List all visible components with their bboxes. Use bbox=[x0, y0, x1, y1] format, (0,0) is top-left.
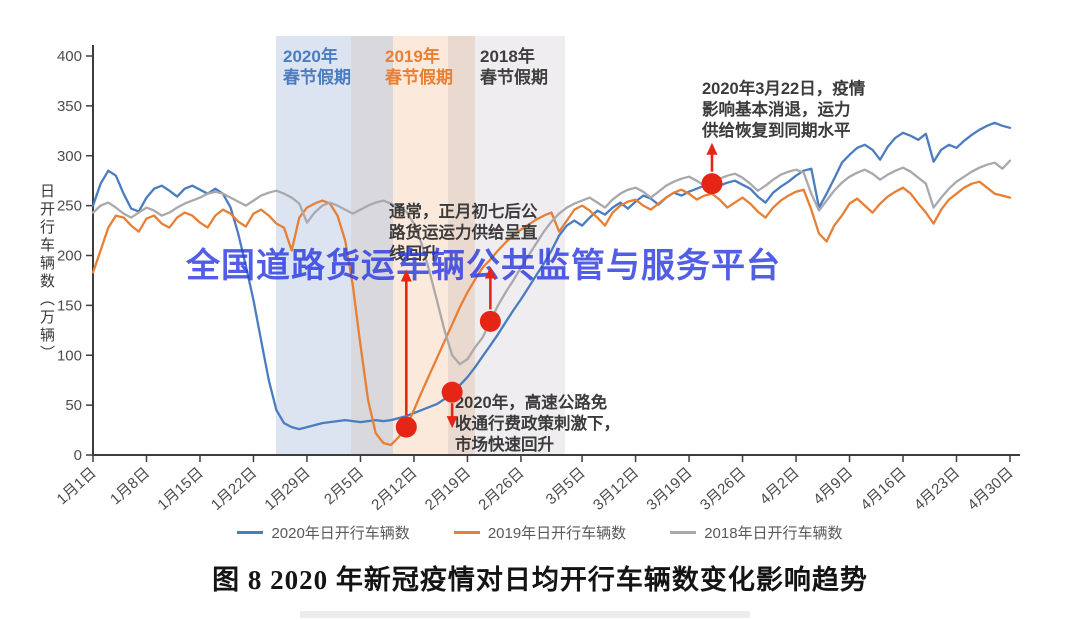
holiday-band-4 bbox=[475, 36, 565, 455]
x-tick-label: 3月5日 bbox=[543, 464, 589, 508]
watermark: 全国道路货运车辆公共监管与服务平台 bbox=[186, 247, 781, 285]
x-tick-label: 4月2日 bbox=[757, 464, 803, 508]
legend-item-2020: 2020年日开行车辆数 bbox=[237, 522, 410, 543]
legend-label-2018: 2018年日开行车辆数 bbox=[704, 525, 843, 542]
legend-swatch-2020 bbox=[237, 531, 264, 534]
y-tick-label: 0 bbox=[74, 447, 82, 464]
x-tick-label: 1月8日 bbox=[107, 464, 153, 508]
legend-item-2019: 2019年日开行车辆数 bbox=[453, 522, 627, 543]
y-axis-title: 日开行车辆数（万辆） bbox=[38, 183, 55, 363]
x-tick-label: 4月16日 bbox=[857, 464, 909, 513]
x-tick-label: 4月30日 bbox=[964, 464, 1016, 513]
x-tick-label: 2月12日 bbox=[368, 464, 420, 513]
holiday-label-2020: 2020年 春节假期 bbox=[283, 47, 351, 87]
legend-swatch-2018 bbox=[670, 531, 697, 534]
x-tick-label: 3月12日 bbox=[590, 464, 642, 513]
figure-caption: 图 8 2020 年新冠疫情对日均开行车辆数变化影响趋势 bbox=[212, 565, 868, 595]
annotation-tollfree: 2020年，高速公路免 收通行费政策刺激下， 市场快速回升 bbox=[455, 394, 620, 454]
x-tick-label: 3月19日 bbox=[643, 464, 695, 513]
annotation-usual-recovery: 通常，正月初七后公 路货运运力供给呈直 线回升 bbox=[389, 203, 538, 263]
x-tick-label: 1月29日 bbox=[261, 464, 313, 513]
bottom-divider-bar bbox=[300, 611, 750, 618]
legend-label-2019: 2019年日开行车辆数 bbox=[487, 525, 627, 542]
series-line-2019 bbox=[91, 180, 1012, 447]
legend-swatch-2019 bbox=[453, 531, 480, 534]
y-tick-label: 100 bbox=[57, 347, 82, 364]
x-tick-label: 1月22日 bbox=[208, 464, 260, 513]
y-tick-label: 350 bbox=[57, 98, 82, 115]
holiday-band-1 bbox=[351, 36, 393, 455]
y-tick-label: 400 bbox=[57, 48, 82, 65]
x-tick-label: 2月19日 bbox=[422, 464, 474, 513]
y-tick-label: 300 bbox=[57, 148, 82, 165]
holiday-band-0 bbox=[276, 36, 351, 455]
x-tick-label: 4月9日 bbox=[810, 464, 856, 508]
series-line-2020 bbox=[91, 121, 1012, 431]
chart-legend: 2020年日开行车辆数 2019年日开行车辆数 2018年日开行车辆数 bbox=[0, 522, 1080, 543]
y-tick-label: 200 bbox=[57, 248, 82, 265]
x-tick-label: 1月15日 bbox=[154, 464, 206, 513]
x-tick-label: 2月26日 bbox=[475, 464, 527, 513]
holiday-label-2019: 2019年 春节假期 bbox=[385, 47, 453, 87]
legend-label-2020: 2020年日开行车辆数 bbox=[271, 525, 410, 542]
y-tick-label: 50 bbox=[65, 397, 82, 414]
x-tick-label: 3月26日 bbox=[697, 464, 749, 513]
x-tick-label: 4月23日 bbox=[911, 464, 963, 513]
legend-item-2018: 2018年日开行车辆数 bbox=[670, 522, 843, 543]
holiday-band-2 bbox=[393, 36, 448, 455]
x-tick-label: 1月1日 bbox=[54, 464, 100, 508]
holiday-label-2018: 2018年 春节假期 bbox=[480, 47, 548, 87]
annotation-march22: 2020年3月22日，疫情 影响基本消退，运力 供给恢复到同期水平 bbox=[702, 80, 866, 140]
y-tick-label: 250 bbox=[57, 198, 82, 215]
x-tick-label: 2月5日 bbox=[321, 464, 367, 508]
series-line-2018 bbox=[91, 159, 1012, 366]
y-tick-label: 150 bbox=[57, 297, 82, 314]
